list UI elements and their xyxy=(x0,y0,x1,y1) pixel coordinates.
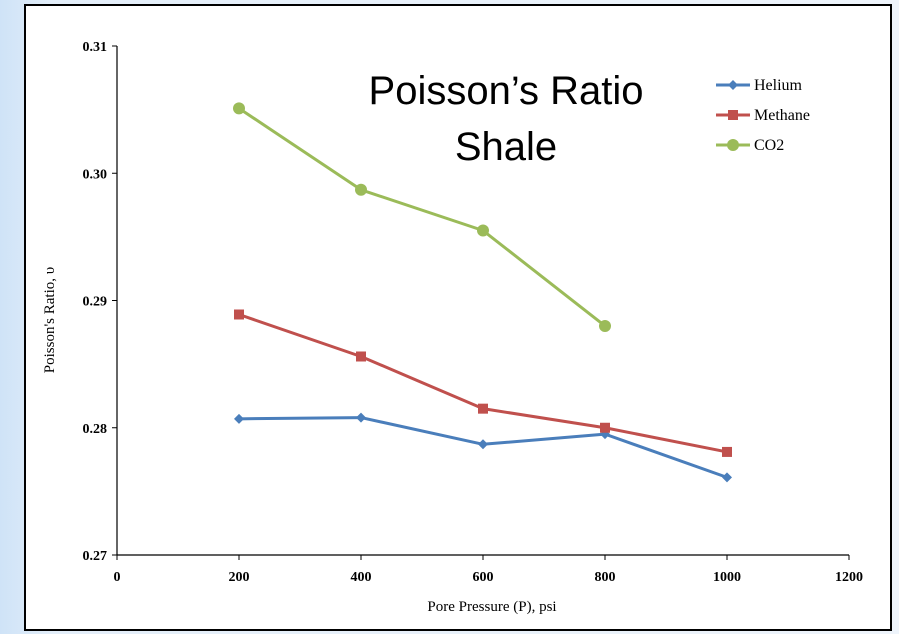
data-point-co2 xyxy=(477,224,489,237)
data-point-helium xyxy=(478,439,488,450)
series-line-co2 xyxy=(238,107,606,328)
x-tick-label: 800 xyxy=(595,570,616,585)
legend-marker-helium xyxy=(728,80,738,90)
legend-marker-co2 xyxy=(727,139,739,151)
x-tick-label: 200 xyxy=(229,570,250,585)
data-point-methane xyxy=(722,446,732,457)
data-point-helium xyxy=(722,472,732,483)
x-tick-label: 600 xyxy=(473,570,494,585)
data-point-helium xyxy=(356,412,366,423)
series-layer xyxy=(233,102,732,483)
data-point-helium xyxy=(234,413,244,424)
data-point-methane xyxy=(234,309,244,320)
y-tick-label: 0.27 xyxy=(83,549,108,564)
data-point-co2 xyxy=(599,319,611,332)
legend-item-co2: CO2 xyxy=(716,137,784,154)
x-tick-label: 1000 xyxy=(713,570,741,585)
y-tick-label: 0.29 xyxy=(83,295,108,310)
chart-title-line1: Poisson’s Ratio xyxy=(369,69,644,113)
series-helium xyxy=(234,412,732,483)
chart-frame xyxy=(24,4,892,631)
chart-title-line2: Shale xyxy=(455,125,557,169)
axes xyxy=(116,46,849,556)
series-methane xyxy=(234,309,732,457)
data-point-methane xyxy=(356,351,366,362)
legend: Helium Methane CO2 xyxy=(716,77,810,154)
x-tick-label: 400 xyxy=(351,570,372,585)
y-ticks: 0.27 0.28 0.29 0.30 0.31 xyxy=(83,40,117,564)
y-tick-label: 0.30 xyxy=(83,167,108,182)
y-axis-title: Poisson's Ratio, υ xyxy=(42,267,58,373)
data-point-methane xyxy=(600,422,610,433)
data-point-methane xyxy=(478,403,488,414)
x-tick-label: 1200 xyxy=(835,570,863,585)
x-ticks: 0 200 400 600 800 1000 1200 xyxy=(114,555,863,585)
y-tick-label: 0.31 xyxy=(83,40,108,55)
legend-label-helium: Helium xyxy=(754,77,803,94)
data-point-co2 xyxy=(233,102,245,115)
x-axis-title: Pore Pressure (P), psi xyxy=(427,599,556,615)
legend-label-methane: Methane xyxy=(754,107,810,124)
legend-item-methane: Methane xyxy=(716,107,810,124)
series-co2 xyxy=(233,102,611,332)
legend-marker-methane xyxy=(728,110,738,120)
legend-item-helium: Helium xyxy=(716,77,803,94)
x-tick-label: 0 xyxy=(114,570,121,585)
legend-label-co2: CO2 xyxy=(754,137,784,154)
y-tick-label: 0.28 xyxy=(83,422,108,437)
series-line-methane xyxy=(238,313,728,454)
data-point-co2 xyxy=(355,183,367,196)
